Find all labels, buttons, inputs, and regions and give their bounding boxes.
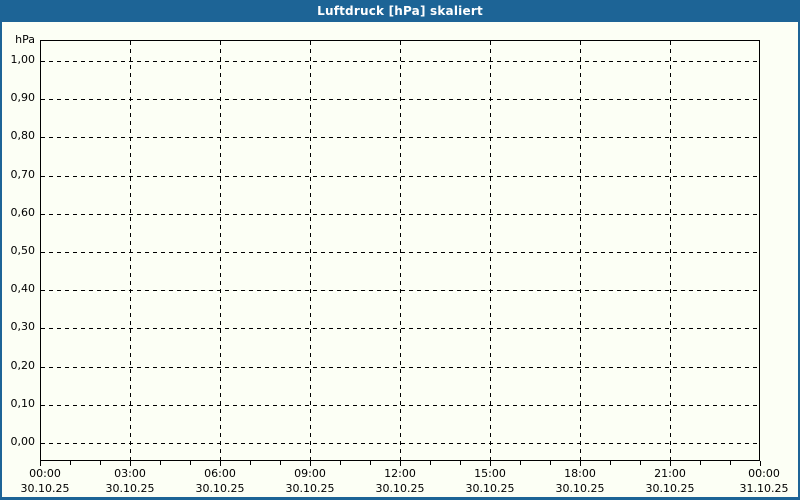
x-minor-tick-mark bbox=[430, 461, 431, 465]
v-gridline bbox=[580, 41, 581, 460]
y-tick-label: 0,20 bbox=[10, 359, 36, 372]
x-major-tick-mark bbox=[670, 461, 671, 466]
x-major-tick-mark bbox=[760, 461, 761, 466]
x-major-tick-mark bbox=[40, 461, 41, 466]
x-major-tick-mark bbox=[310, 461, 311, 466]
v-gridline bbox=[400, 41, 401, 460]
v-gridline bbox=[130, 41, 131, 460]
y-tick-label: 0,70 bbox=[10, 168, 36, 181]
x-date-label: 30.10.25 bbox=[105, 482, 155, 495]
x-major-tick-mark bbox=[220, 461, 221, 466]
x-minor-tick-mark bbox=[520, 461, 521, 465]
x-minor-tick-mark bbox=[100, 461, 101, 465]
y-tick-label: 1,00 bbox=[10, 53, 36, 66]
x-date-label: 30.10.25 bbox=[20, 482, 70, 495]
x-time-label: 09:00 bbox=[294, 467, 326, 480]
x-date-label: 30.10.25 bbox=[645, 482, 695, 495]
x-date-label: 30.10.25 bbox=[555, 482, 605, 495]
chart-title: Luftdruck [hPa] skaliert bbox=[317, 4, 483, 18]
x-date-label: 30.10.25 bbox=[285, 482, 335, 495]
x-minor-tick-mark bbox=[280, 461, 281, 465]
x-minor-tick-mark bbox=[250, 461, 251, 465]
v-gridline bbox=[670, 41, 671, 460]
x-minor-tick-mark bbox=[340, 461, 341, 465]
v-gridline bbox=[220, 41, 221, 460]
x-minor-tick-mark bbox=[610, 461, 611, 465]
plot-area bbox=[40, 40, 760, 461]
x-date-label: 30.10.25 bbox=[465, 482, 515, 495]
x-time-label: 15:00 bbox=[474, 467, 506, 480]
y-tick-label: 0,90 bbox=[10, 91, 36, 104]
y-axis-unit-label: hPa bbox=[15, 33, 35, 46]
x-minor-tick-mark bbox=[370, 461, 371, 465]
y-tick-label: 0,00 bbox=[10, 435, 36, 448]
x-major-tick-mark bbox=[130, 461, 131, 466]
window-border-right bbox=[798, 22, 800, 500]
x-time-label: 12:00 bbox=[384, 467, 416, 480]
x-minor-tick-mark bbox=[160, 461, 161, 465]
x-time-label: 03:00 bbox=[114, 467, 146, 480]
x-minor-tick-mark bbox=[550, 461, 551, 465]
v-gridline bbox=[490, 41, 491, 460]
x-minor-tick-mark bbox=[460, 461, 461, 465]
x-time-label: 18:00 bbox=[564, 467, 596, 480]
x-date-label: 30.10.25 bbox=[375, 482, 425, 495]
y-tick-label: 0,40 bbox=[10, 282, 36, 295]
x-major-tick-mark bbox=[580, 461, 581, 466]
y-tick-label: 0,50 bbox=[10, 244, 36, 257]
x-date-label: 30.10.25 bbox=[195, 482, 245, 495]
x-minor-tick-mark bbox=[700, 461, 701, 465]
x-time-label: 06:00 bbox=[204, 467, 236, 480]
x-date-label: 31.10.25 bbox=[739, 482, 789, 495]
x-minor-tick-mark bbox=[190, 461, 191, 465]
x-minor-tick-mark bbox=[730, 461, 731, 465]
x-minor-tick-mark bbox=[70, 461, 71, 465]
y-tick-label: 0,30 bbox=[10, 320, 36, 333]
y-tick-label: 0,10 bbox=[10, 397, 36, 410]
y-tick-label: 0,60 bbox=[10, 206, 36, 219]
x-time-label: 00:00 bbox=[29, 467, 61, 480]
x-time-label: 21:00 bbox=[654, 467, 686, 480]
window-border-left bbox=[0, 22, 2, 500]
x-time-label: 00:00 bbox=[748, 467, 780, 480]
x-major-tick-mark bbox=[490, 461, 491, 466]
v-gridline bbox=[310, 41, 311, 460]
chart-title-bar: Luftdruck [hPa] skaliert bbox=[0, 0, 800, 22]
y-tick-label: 0,80 bbox=[10, 129, 36, 142]
window-border-bottom bbox=[0, 497, 800, 500]
x-major-tick-mark bbox=[400, 461, 401, 466]
x-minor-tick-mark bbox=[640, 461, 641, 465]
